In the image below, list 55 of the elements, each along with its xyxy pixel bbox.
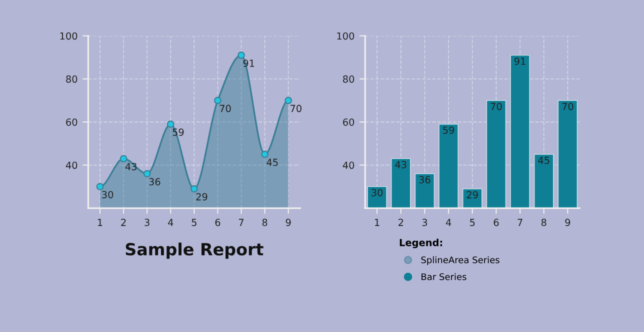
x-tick-label: 9 <box>565 218 570 226</box>
data-label: 43 <box>125 162 137 170</box>
text: Sample Report <box>126 242 264 259</box>
data-label: 29 <box>466 191 478 198</box>
point <box>96 182 104 190</box>
x-tick-label: 5 <box>470 218 475 226</box>
data-label: 70 <box>562 102 574 110</box>
x-tick-label: 6 <box>215 218 220 226</box>
data-label: 43 <box>395 160 406 168</box>
data-label: 29 <box>196 193 208 200</box>
y-tick-label: 100 <box>60 32 78 40</box>
x-tick-label: 1 <box>375 218 380 226</box>
data-label: 45 <box>538 156 550 164</box>
x-tick-label: 3 <box>144 218 150 226</box>
x-tick-label: 3 <box>422 218 428 226</box>
x-tick-label: 1 <box>98 218 102 226</box>
data-label: 91 <box>514 58 526 65</box>
y-tick-label: 60 <box>66 118 78 126</box>
y-tick-label: 60 <box>343 118 354 126</box>
x-tick-label: 5 <box>192 218 196 226</box>
point <box>261 150 268 158</box>
legend-label: SplineArea Series <box>421 256 500 266</box>
x-tick-label: 7 <box>518 218 522 226</box>
data-label: 36 <box>149 178 160 186</box>
data-label: 70 <box>290 104 302 112</box>
data-label: 30 <box>102 190 114 198</box>
point <box>120 154 128 162</box>
legend-label: Bar Series <box>422 273 466 280</box>
legend-title: Legend: <box>400 238 442 248</box>
y-tick-label: 40 <box>66 162 78 169</box>
y-tick-label: 100 <box>337 32 354 40</box>
x-tick-label: 4 <box>446 218 452 226</box>
data-label: 30 <box>372 188 383 196</box>
x-tick-label: 4 <box>168 218 174 226</box>
point <box>143 170 151 178</box>
x-tick-label: 8 <box>541 218 546 226</box>
data-label: 70 <box>490 102 502 110</box>
x-tick-label: 9 <box>286 218 291 226</box>
point <box>190 185 198 192</box>
x-tick-label: 6 <box>494 218 499 226</box>
point <box>166 120 174 128</box>
point <box>284 96 292 104</box>
x-tick-label: 2 <box>398 218 404 226</box>
data-label: 70 <box>220 104 231 112</box>
y-tick-label: 80 <box>343 75 354 83</box>
y-tick-label: 40 <box>342 162 354 169</box>
point <box>214 96 222 104</box>
data-label: 59 <box>443 126 454 134</box>
x-tick-label: 7 <box>238 218 244 226</box>
x-tick-label: 8 <box>262 218 268 226</box>
y-tick-label: 80 <box>66 75 78 83</box>
x-tick-label: 2 <box>121 218 126 226</box>
data-label: 36 <box>419 176 430 184</box>
point <box>238 52 245 59</box>
data-label: 45 <box>266 158 278 166</box>
